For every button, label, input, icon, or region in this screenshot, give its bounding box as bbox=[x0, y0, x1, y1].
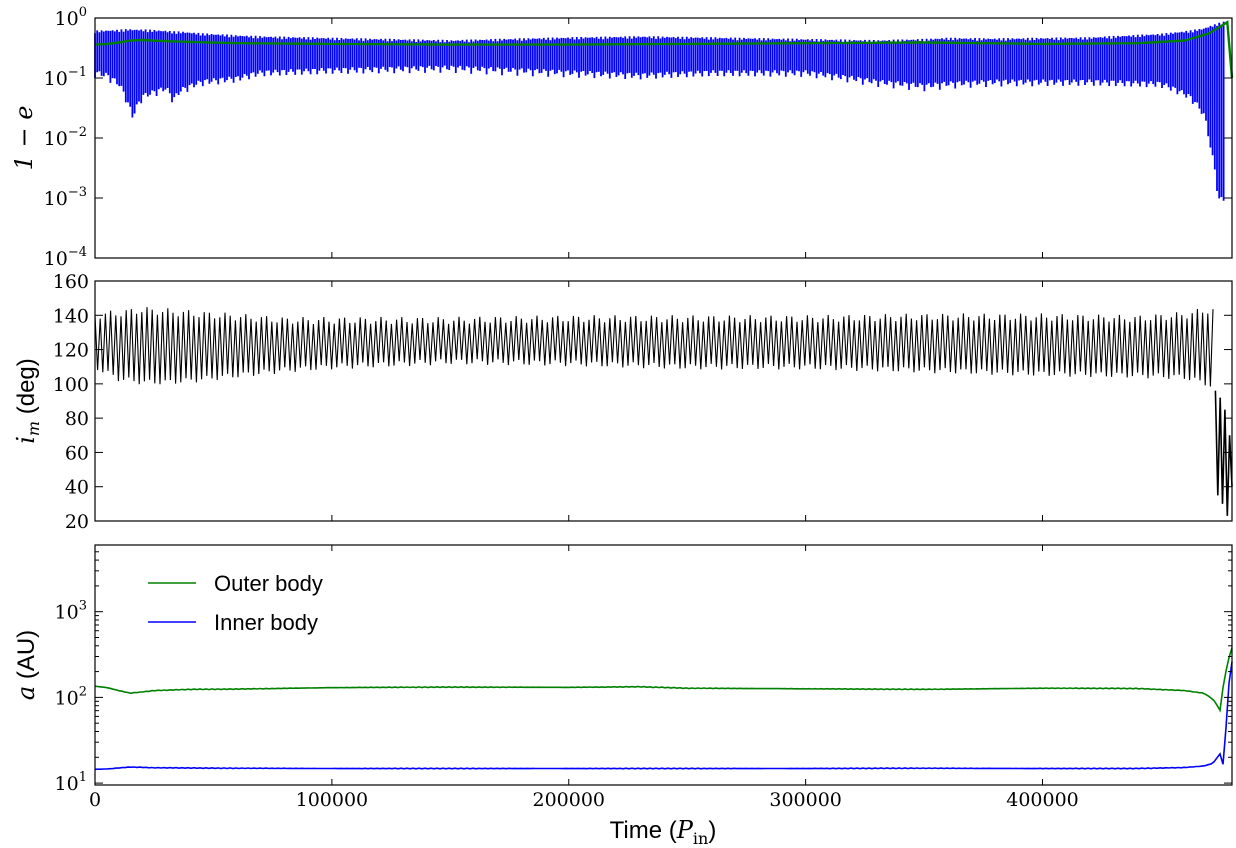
x-tick-label: 300000 bbox=[769, 789, 842, 811]
semimajor-axis-x-ticks bbox=[94, 545, 1043, 785]
y-tick-label: 10−3 bbox=[44, 185, 87, 210]
y-tick-label: 102 bbox=[55, 684, 87, 709]
x-axis-title-text: Time ( bbox=[610, 817, 677, 844]
semimajor-axis-y-ticks: 101 102 103 bbox=[55, 551, 1232, 795]
panel-inclination: 20 40 60 80 100 120 140 160 im (deg) bbox=[12, 271, 1233, 533]
panel-semimajor-axis-frame bbox=[94, 544, 1233, 786]
inclination-ylabel-sub: m bbox=[24, 421, 43, 436]
x-axis-title-symbol: P bbox=[676, 816, 694, 844]
inner-body-line bbox=[94, 661, 1233, 771]
x-axis-title: Time (Pin) bbox=[610, 816, 717, 848]
y-tick-label: 80 bbox=[65, 408, 89, 430]
inclination-ylabel-unit: (deg) bbox=[13, 358, 40, 421]
y-tick-label: 160 bbox=[53, 271, 89, 293]
x-tick-label: 100000 bbox=[296, 789, 369, 811]
outer-body-line bbox=[94, 647, 1233, 713]
semimajor-ylabel-unit: (AU) bbox=[13, 630, 40, 686]
x-tick-label: 0 bbox=[89, 789, 101, 811]
y-tick-label: 100 bbox=[55, 5, 87, 30]
legend-outer-label: Outer body bbox=[214, 571, 323, 596]
x-axis-title-close: ) bbox=[708, 817, 716, 844]
y-tick-label: 120 bbox=[53, 340, 89, 362]
eccentricity-x-ticks bbox=[94, 18, 1043, 258]
panel-semimajor-axis: 101 102 103 a (AU) Outer body Inner body bbox=[12, 544, 1233, 795]
y-tick-label: 20 bbox=[65, 511, 89, 533]
panel-inclination-frame bbox=[94, 280, 1233, 522]
x-tick-label: 200000 bbox=[532, 789, 605, 811]
semimajor-ylabel-symbol: a bbox=[12, 686, 40, 700]
inclination-y-ticks: 20 40 60 80 100 120 140 160 bbox=[53, 271, 1232, 533]
semimajor-axis-y-axis-title: a (AU) bbox=[12, 630, 40, 700]
x-axis-title-sub: in bbox=[693, 829, 708, 848]
y-tick-label: 140 bbox=[53, 305, 89, 327]
y-tick-label: 103 bbox=[55, 599, 87, 624]
legend: Outer body Inner body bbox=[148, 571, 323, 635]
y-tick-label: 60 bbox=[65, 442, 89, 464]
panel-eccentricity: 100 10−1 10−2 10−3 10−4 1 − e bbox=[10, 5, 1234, 270]
eccentricity-series bbox=[94, 20, 1234, 201]
y-tick-label: 100 bbox=[53, 374, 89, 396]
eccentricity-y-axis-title: 1 − e bbox=[10, 106, 38, 171]
y-tick-label: 10−4 bbox=[44, 245, 87, 270]
semimajor-axis-series bbox=[94, 647, 1233, 771]
inclination-series bbox=[94, 307, 1233, 516]
x-tick-label: 400000 bbox=[1006, 789, 1079, 811]
x-tick-labels: 0 100000 200000 300000 400000 bbox=[89, 789, 1079, 811]
inclination-oscillation bbox=[94, 307, 1214, 387]
inclination-y-axis-title: im (deg) bbox=[12, 358, 43, 444]
y-tick-label: 40 bbox=[65, 477, 89, 499]
outer-eccentricity-line bbox=[94, 20, 1234, 79]
inclination-ylabel-symbol: i bbox=[12, 436, 40, 444]
y-tick-label: 10−2 bbox=[44, 125, 87, 150]
y-tick-label: 10−1 bbox=[44, 65, 87, 90]
legend-inner-label: Inner body bbox=[214, 610, 318, 635]
inclination-x-ticks bbox=[94, 281, 1043, 521]
inclination-tail bbox=[1214, 390, 1233, 516]
eccentricity-y-ticks: 100 10−1 10−2 10−3 10−4 bbox=[44, 5, 1232, 270]
inner-eccentricity-envelope bbox=[94, 21, 1225, 201]
y-tick-label: 101 bbox=[55, 770, 87, 795]
